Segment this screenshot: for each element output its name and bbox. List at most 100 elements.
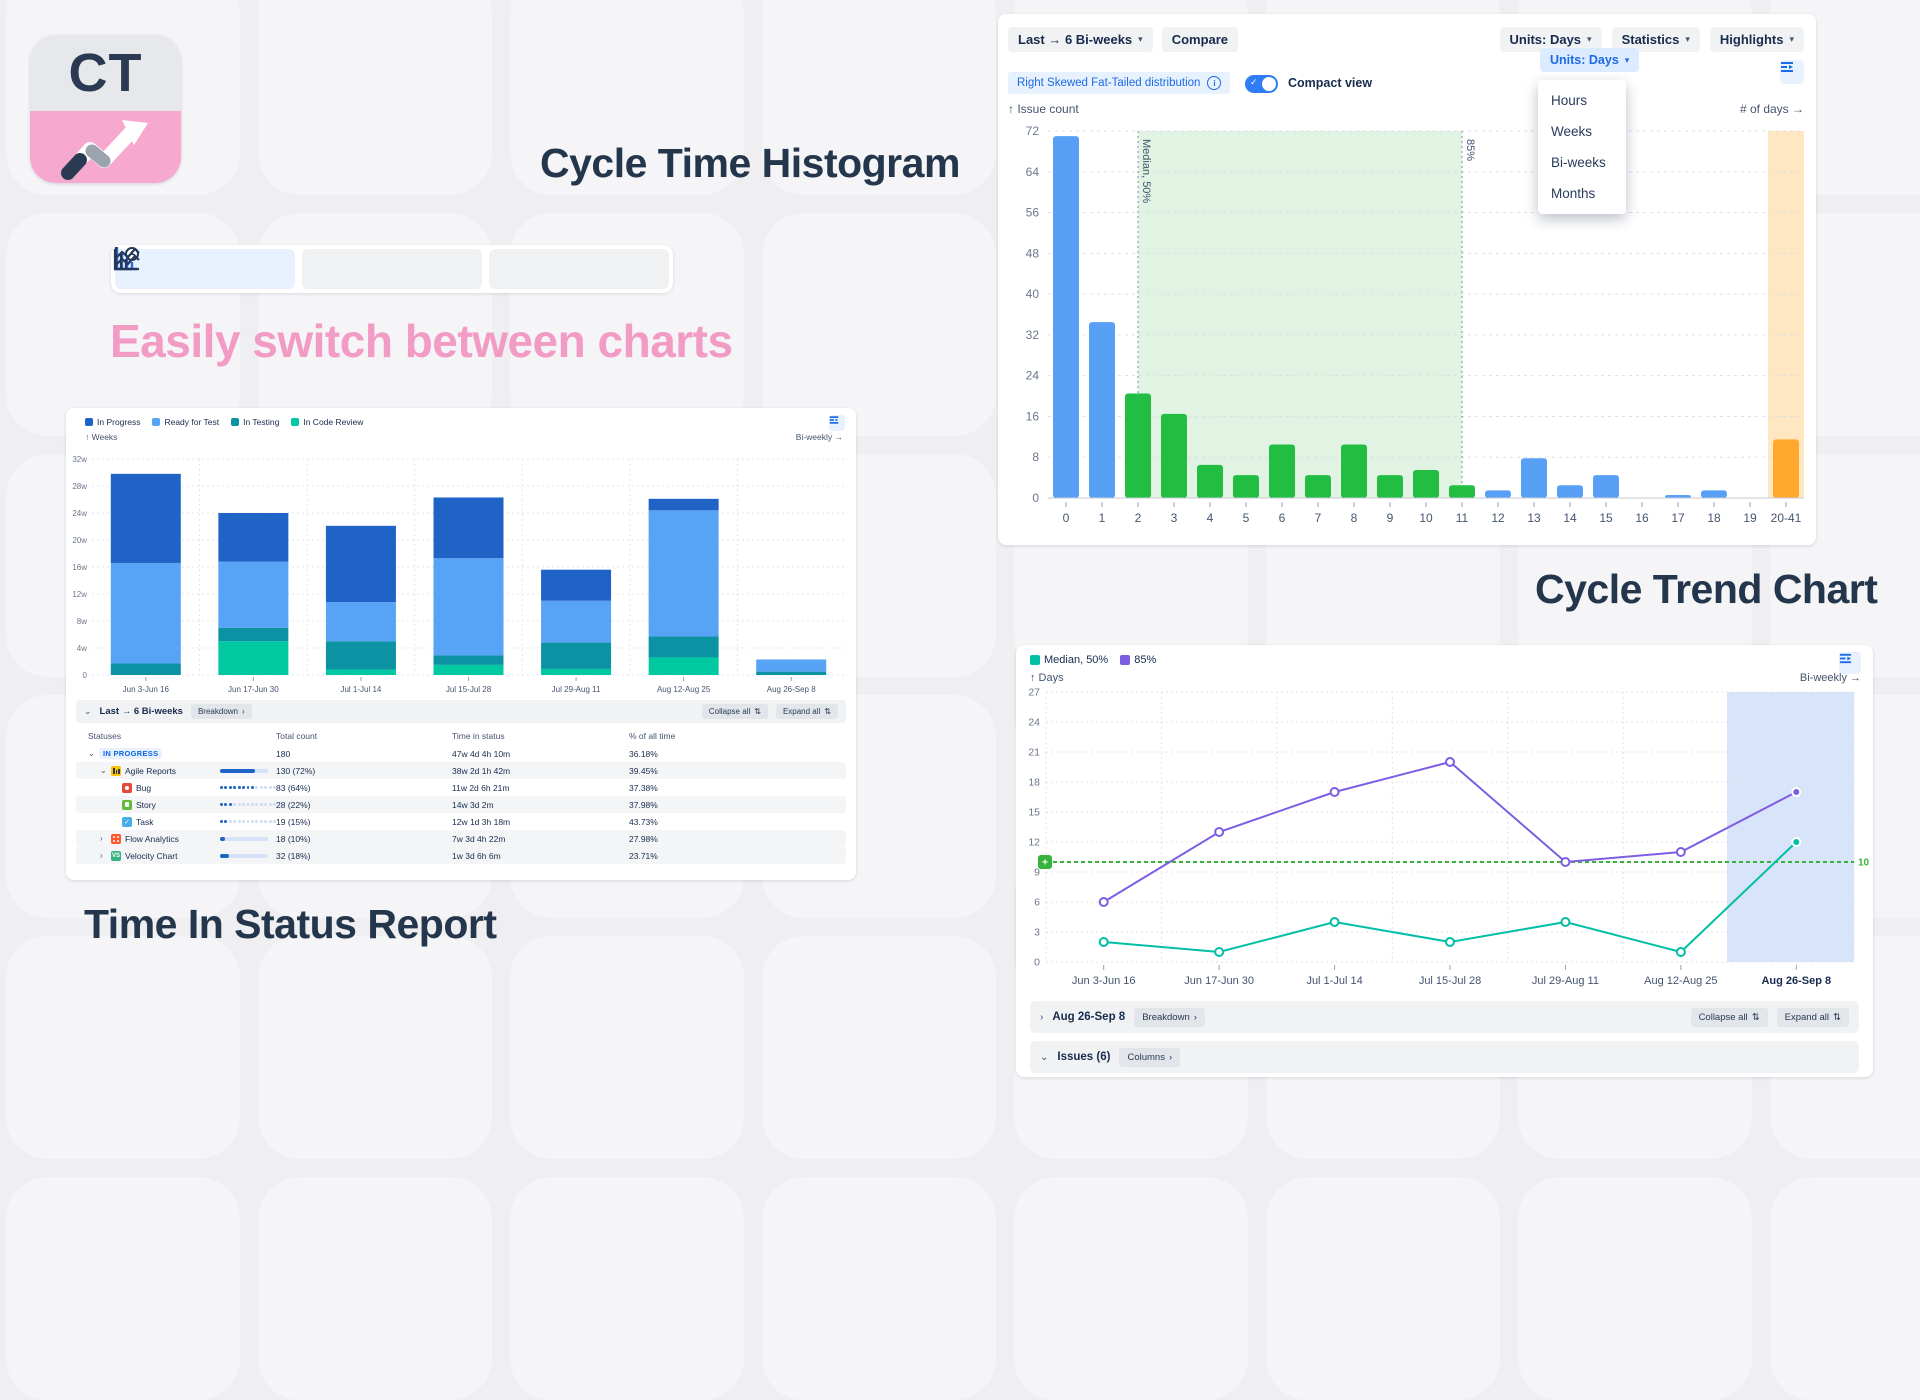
- stacked-bar-segment: [218, 641, 289, 675]
- distribution-tag[interactable]: Right Skewed Fat-Tailed distribution i: [1008, 72, 1231, 94]
- period-breakdown-bar[interactable]: › Aug 26-Sep 8 Breakdown › Collapse all ⇅ …: [1030, 1001, 1859, 1033]
- x-tick-label: Aug 12-Aug 25: [1644, 975, 1717, 987]
- progress-dot: [237, 820, 241, 823]
- expand-all-button[interactable]: Expand all ⇅: [1776, 1007, 1849, 1027]
- compare-button[interactable]: Compare: [1161, 27, 1239, 52]
- chevron-down-icon: ▾: [1138, 34, 1143, 44]
- stacked-bar-segment: [648, 657, 719, 675]
- breakdown-button[interactable]: Breakdown ›: [1134, 1007, 1205, 1027]
- chevron-right-icon[interactable]: ›: [100, 851, 103, 860]
- date-range-button[interactable]: Last → 6 Bi-weeks ▾: [1008, 27, 1153, 52]
- chevron-down-icon[interactable]: ⌄: [84, 706, 92, 716]
- time-in-status-panel: In Progress Ready for Test In Testing In Co…: [66, 408, 856, 880]
- check-icon: ✓: [1250, 77, 1258, 87]
- progress-dot: [220, 820, 223, 823]
- highlights-button[interactable]: Highlights ▾: [1709, 27, 1804, 52]
- trend-line: [1103, 841, 1797, 954]
- x-tick-label: Jul 15-Jul 28: [1419, 975, 1481, 987]
- switch-charts-heading: Easily switch between charts: [110, 315, 733, 367]
- expand-all-button[interactable]: Expand all ⇅: [775, 704, 838, 719]
- threshold-label: 10: [1858, 858, 1870, 869]
- chevron-down-icon[interactable]: ⌄: [88, 749, 95, 758]
- table-row[interactable]: › VS Velocity Chart 32 (18%) 1w 3d 6h 6m 23.7…: [76, 847, 846, 864]
- compact-view-label: Compact view: [1288, 76, 1373, 90]
- status-cell: ⌄ Agile Reports: [88, 765, 220, 776]
- y-tick-label: 16w: [72, 563, 87, 572]
- time-in-status-cell: 47w 4d 4h 10m: [452, 748, 511, 759]
- table-row[interactable]: Story 28 (22%) 14w 3d 2m 37.98%: [76, 796, 846, 813]
- bg-tile: [510, 0, 744, 195]
- bg-tile: [510, 1177, 744, 1400]
- issues-bar[interactable]: ⌄ Issues (6) Columns ›: [1030, 1041, 1859, 1073]
- chevron-right-icon[interactable]: ›: [1040, 1011, 1044, 1023]
- chart-settings-icon[interactable]: [1839, 652, 1861, 674]
- share-bar-cell: [220, 786, 276, 789]
- progress-dot: [224, 786, 228, 789]
- weeks-axis-label: ↑ Weeks: [85, 432, 118, 442]
- dropdown-option[interactable]: Weeks: [1551, 124, 1593, 139]
- units-dropdown-trigger[interactable]: Units: Days ▾: [1540, 48, 1640, 72]
- status-legend: In Progress Ready for Test In Testing In Co…: [85, 417, 363, 427]
- histogram-bar: [1125, 393, 1151, 498]
- columns-button[interactable]: Columns ›: [1119, 1047, 1181, 1067]
- table-row[interactable]: › Flow Analytics 18 (10%) 7w 3d 4h 22m 27.98…: [76, 830, 846, 847]
- units-button[interactable]: Units: Days ▾: [1499, 27, 1602, 52]
- chart-settings-icon[interactable]: [1780, 60, 1804, 84]
- compact-view-toggle[interactable]: ✓: [1245, 75, 1278, 93]
- share-bar-cell: [220, 836, 276, 841]
- column-header: Statuses: [88, 731, 122, 741]
- collapse-all-button[interactable]: Collapse all ⇅: [701, 704, 768, 719]
- chevron-down-icon[interactable]: ⌄: [1040, 1051, 1049, 1063]
- legend-label: In Testing: [243, 417, 280, 427]
- chevron-down-icon[interactable]: ⌄: [100, 766, 107, 775]
- progress-bar: [220, 853, 268, 858]
- histogram-bar: [1485, 490, 1511, 498]
- breakdown-button[interactable]: Breakdown ›: [190, 704, 252, 719]
- tab-trend-chart[interactable]: [113, 247, 669, 289]
- dropdown-option[interactable]: Bi-weeks: [1551, 155, 1606, 170]
- threshold-handle[interactable]: [1038, 855, 1052, 869]
- bg-tile: [762, 936, 996, 1159]
- bg-tile: [762, 0, 996, 195]
- collapse-all-button[interactable]: Collapse all ⇅: [1690, 1007, 1768, 1027]
- stacked-bar-segment: [756, 659, 827, 672]
- x-tick-label: 2: [1135, 511, 1142, 525]
- stacked-bar-segment: [218, 513, 289, 562]
- legend-item: In Testing: [231, 417, 279, 427]
- info-icon[interactable]: i: [1207, 76, 1222, 90]
- table-row[interactable]: ⌄ Agile Reports 130 (72%) 38w 2d 1h 42m 39.4…: [76, 762, 846, 779]
- progress-dot: [224, 820, 228, 823]
- x-tick-label: 13: [1527, 511, 1541, 525]
- data-point: [1560, 917, 1571, 927]
- status-cell: ⌄ IN PROGRESS: [88, 748, 220, 759]
- bg-tile: [1770, 1177, 1920, 1400]
- stacked-bar-segment: [541, 600, 612, 643]
- statistics-button[interactable]: Statistics ▾: [1611, 27, 1700, 52]
- y-tick-label: 12: [1028, 837, 1040, 849]
- velocity-chart-icon: VS: [111, 850, 121, 861]
- dropdown-option[interactable]: Months: [1551, 186, 1596, 201]
- count-cell: 32 (18%): [276, 850, 311, 861]
- data-point: [1098, 937, 1109, 947]
- legend-swatch: [231, 418, 240, 426]
- share-bar-cell: [220, 803, 276, 806]
- trend-arrow-icon: [61, 120, 148, 180]
- bg-tile: [258, 936, 492, 1159]
- table-row[interactable]: ✓ Task 19 (15%) 12w 1d 3h 18m 43.73%: [76, 813, 846, 830]
- table-row[interactable]: ⌄ IN PROGRESS 180 47w 4d 4h 10m 36.18%: [76, 745, 846, 762]
- table-row[interactable]: Bug 83 (64%) 11w 2d 6h 21m 37.38%: [76, 779, 846, 796]
- current-period-band: [1727, 692, 1854, 962]
- toggle-knob: [1262, 77, 1276, 91]
- status-label: Agile Reports: [125, 765, 177, 776]
- dropdown-option[interactable]: Hours: [1551, 93, 1588, 108]
- progress-bar: [220, 836, 268, 841]
- chart-settings-icon[interactable]: [829, 415, 845, 431]
- x-tick-label: 4: [1207, 511, 1214, 525]
- stacked-bar-segment: [648, 636, 719, 658]
- x-tick-label: Aug 26-Sep 8: [1761, 975, 1831, 987]
- count-cell: 180: [276, 748, 291, 759]
- y-tick-label: 15: [1028, 807, 1040, 819]
- percentile-region: [1138, 131, 1462, 498]
- tab-duration-chart[interactable]: [114, 247, 482, 289]
- chevron-right-icon[interactable]: ›: [100, 834, 103, 843]
